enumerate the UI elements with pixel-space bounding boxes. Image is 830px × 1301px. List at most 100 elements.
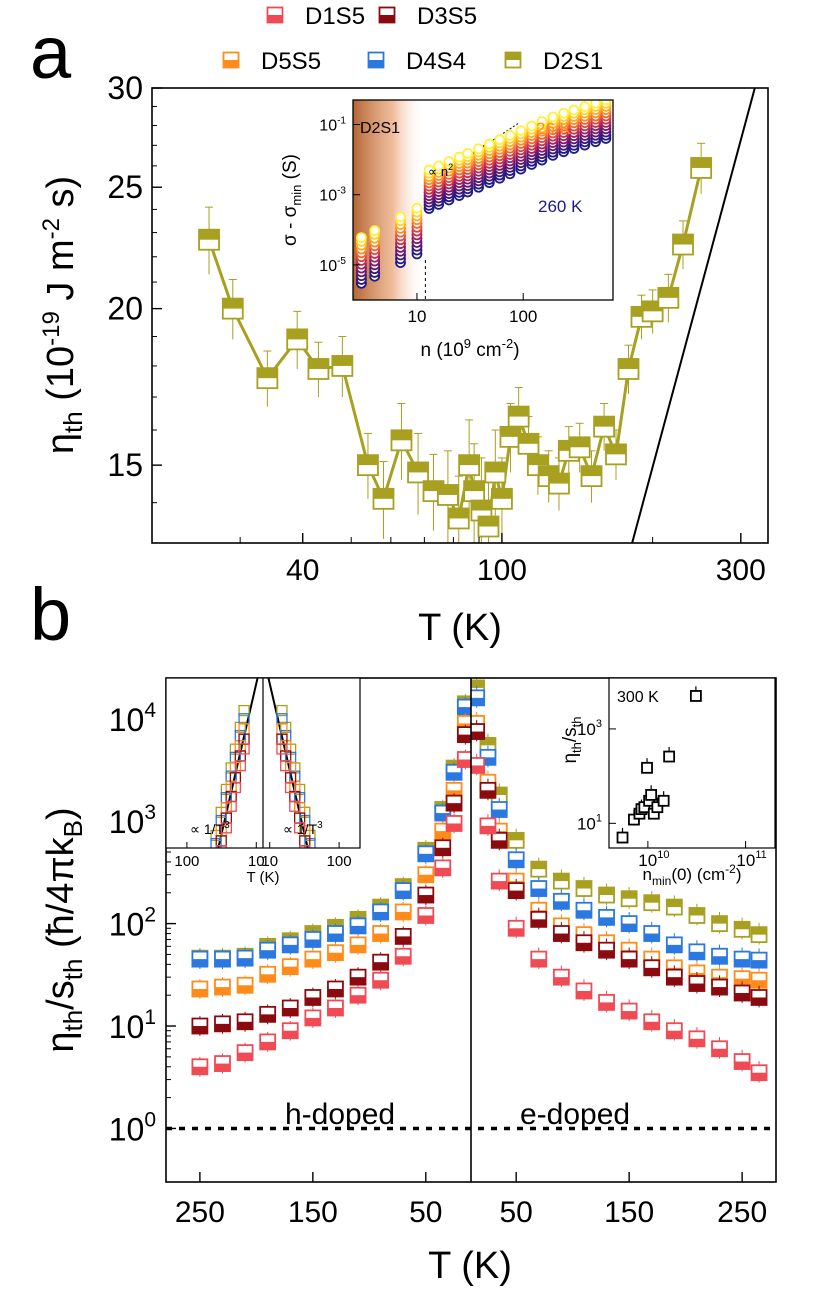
inset-ytick-label: 10-3 <box>319 186 346 205</box>
inset-b-point-left-d1s5 <box>238 743 250 755</box>
panel-b-point-left-d4s4 <box>259 941 277 959</box>
inset-b-point-right-d2s1 <box>346 1015 356 1025</box>
panel-b-ytick-label: 104 <box>109 699 157 738</box>
inset-b-right-xtick-label: 1010 <box>638 849 669 870</box>
panel-a-inset: 10 100 10-5 10-3 10-1 D2S1 ∝ n2 26 K 260 K n… <box>280 99 614 361</box>
inset-b-point-right-d4s4 <box>334 969 344 979</box>
panel-b-point-right-d4s4 <box>471 689 486 707</box>
inset-b-right-ytick-label: 101 <box>577 812 602 833</box>
panel-b-point-left-d4s4 <box>349 917 367 935</box>
panel-b-point-right-d4s4 <box>665 936 683 954</box>
panel-b-point-left-d5s5 <box>191 980 209 998</box>
inset-point-26K <box>443 156 455 167</box>
inset-point-26K <box>395 211 406 223</box>
inset-b-point-right-d1s5 <box>294 822 306 834</box>
inset-b-point-left-d3s5 <box>182 989 192 999</box>
panel-b-point-right-d1s5 <box>598 994 615 1011</box>
inset-b-point-left-d4s4 <box>206 861 216 871</box>
panel-a-point <box>672 233 694 256</box>
panel-b-xtick-label-left: 50 <box>409 1196 442 1229</box>
panel-a-point <box>491 487 513 510</box>
panel-label-a: a <box>30 11 72 94</box>
panel-b-point-right-d3s5 <box>750 989 768 1006</box>
panel-a: 40 100 300 15 20 25 30 T (K) ηth (10-19 J m-2 … <box>38 70 769 649</box>
inset-b-point-left-d4s4 <box>200 888 210 898</box>
inset-b-point-left-d1s5 <box>229 781 242 794</box>
panel-b-point-left-d5s5 <box>304 950 322 968</box>
panel-b-point-left-d3s5 <box>417 886 435 904</box>
panel-b-point-left-d3s5 <box>445 794 463 812</box>
panel-a-xtick-label: 100 <box>477 554 527 587</box>
panel-b-point-right-d1s5 <box>733 1053 751 1070</box>
panel-a-point <box>390 429 413 452</box>
panel-b-point-left-d5s5 <box>259 965 277 983</box>
panel-b-xtick-label-right: 50 <box>499 1196 532 1229</box>
inset-b-point-left-d1s5 <box>215 845 227 848</box>
inset-point-26K <box>568 104 580 116</box>
inset-xtick-label: 100 <box>509 307 537 326</box>
panel-b-point-left-d4s4 <box>394 882 412 899</box>
legend-marker-d2s1 <box>504 51 522 69</box>
inset-b-point-right-d1s5 <box>346 1054 356 1064</box>
inset-point-26K <box>590 100 601 109</box>
panel-b-point-right-d3s5 <box>530 910 548 928</box>
inset-b-point-right-d1s5 <box>327 969 337 979</box>
inset-b-point-left-d4s4 <box>170 1024 180 1034</box>
inset-b-right-frame <box>608 677 776 849</box>
panel-b-point-right-d4s4 <box>643 925 661 942</box>
panel-b-point-left-d4s4 <box>281 936 299 954</box>
inset-b-point-right-d3s5 <box>346 1044 356 1054</box>
panel-b-point-left-d5s5 <box>372 925 390 942</box>
legend-marker-d1s5 <box>266 6 284 24</box>
legend: D1S5 D3S5 D5S5 D4S4 D2S1 <box>222 3 603 75</box>
panel-a-point <box>617 358 640 380</box>
panel-b-inset-right: 1010 1011 101 103 300 K nmin(0) (cm-2) ηth/… <box>560 677 776 888</box>
inset-b-point-left-d5s5 <box>195 921 205 931</box>
panel-b-point-right-d4s4 <box>688 943 706 961</box>
panel-a-point <box>484 461 507 484</box>
panel-a-point <box>568 436 591 459</box>
inset-point-26K <box>536 116 548 127</box>
inset-b-point-left-d1s5 <box>170 1054 180 1064</box>
panel-b-point-right-d3s5 <box>575 934 593 952</box>
legend-marker-d5s5 <box>222 51 240 69</box>
inset-b-point-left-d2s1 <box>189 931 199 941</box>
inset-b-point-right-d4s4 <box>310 861 320 871</box>
panel-a-point <box>580 465 603 488</box>
panel-a-point <box>437 484 459 506</box>
panel-a-point <box>477 515 500 538</box>
panel-b-point-right-d1s5 <box>507 919 525 937</box>
panel-a-point <box>517 432 540 455</box>
panel-b-xlabel: T (K) <box>428 1245 512 1287</box>
panel-b-point-right-d1s5 <box>479 817 497 835</box>
inset-b-right-point <box>651 801 664 814</box>
panel-b-point-left-d1s5 <box>304 1009 322 1027</box>
inset-b-point-left-d3s5 <box>176 1014 186 1024</box>
inset-b-point-left-d2s1 <box>238 704 250 717</box>
h-doped-label: h-doped <box>285 1098 395 1131</box>
inset-b-right-annotation: 300 K <box>617 689 659 706</box>
panel-b-point-right-d2s1 <box>552 872 570 890</box>
legend-marker-d4s4 <box>367 51 385 69</box>
e-doped-label: e-doped <box>520 1098 630 1131</box>
panel-b-point-right-d2s1 <box>711 915 728 933</box>
panel-a-point <box>198 228 220 251</box>
inset-point-26K <box>547 111 559 123</box>
inset-b-point-right-d1s5 <box>276 743 288 755</box>
inset-frame <box>352 99 614 301</box>
inset-b-point-left-d2s1 <box>176 985 186 995</box>
panel-b-point-right-d2s1 <box>733 920 751 938</box>
panel-b-xtick-label-right: 150 <box>604 1196 654 1229</box>
panel-b-point-right-d1s5 <box>711 1040 728 1058</box>
panel-b-xtick-label-right: 250 <box>717 1196 767 1229</box>
panel-a-xlabel: T (K) <box>418 607 502 649</box>
panel-b-point-left-d4s4 <box>214 950 231 968</box>
panel-b-point-left-d1s5 <box>327 999 344 1017</box>
inset-b-xtick-label-left: 10 <box>248 853 265 870</box>
inset-b-point-left-d3s5 <box>170 1044 180 1054</box>
panel-b-point-right-d3s5 <box>507 882 525 899</box>
inset-b-point-left-d4s4 <box>195 911 205 921</box>
inset-b-point-right-d1s5 <box>280 760 292 772</box>
panel-a-xtick-label: 40 <box>286 554 319 587</box>
panel-b-point-right-d3s5 <box>598 941 615 959</box>
